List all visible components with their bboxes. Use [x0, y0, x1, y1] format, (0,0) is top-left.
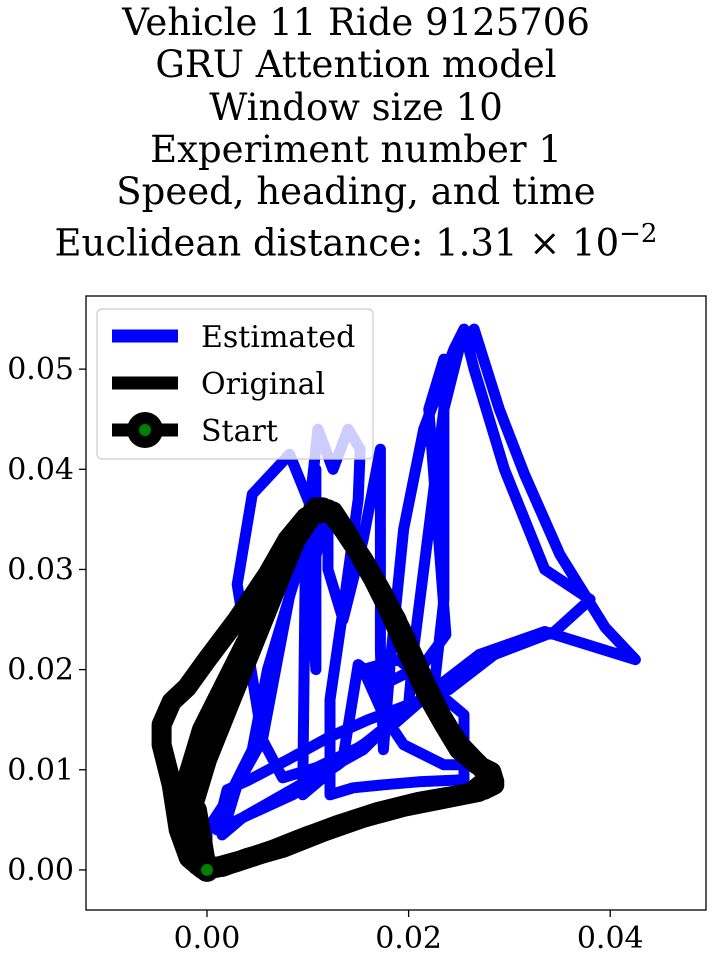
- axis-ticks: 0.00 0.02 0.04 0.00 0.01 0.02 0.03 0.04 0.05: [7, 352, 643, 956]
- distance-label: Euclidean distance:: [54, 221, 436, 265]
- legend-start-marker: [139, 424, 151, 436]
- legend: Estimated Original Start: [96, 308, 374, 460]
- distance-exponent: −2: [619, 219, 658, 250]
- legend-label-start: Start: [201, 414, 278, 449]
- x-tick-label: 0.02: [375, 921, 442, 956]
- times-sign: ×: [517, 221, 573, 265]
- y-tick-label: 0.00: [7, 853, 74, 888]
- legend-label-original: Original: [201, 367, 325, 402]
- series-layer: [151, 323, 641, 882]
- distance-base: 10: [572, 221, 620, 265]
- y-tick-label: 0.03: [7, 552, 74, 587]
- title-line-distance: Euclidean distance: 1.31 × 10−2: [0, 213, 712, 265]
- title-line-vehicle: Vehicle 11 Ride 9125706: [122, 1, 590, 44]
- plot-frame: [85, 295, 707, 911]
- title-line-model: GRU Attention model: [155, 43, 557, 87]
- y-tick-label: 0.01: [7, 753, 74, 788]
- title-line-window: Window size 10: [209, 85, 503, 129]
- start-marker: [200, 863, 213, 876]
- y-tick-label: 0.02: [7, 653, 74, 688]
- y-tick-label: 0.04: [7, 452, 74, 487]
- distance-mantissa: 1.31: [435, 221, 518, 265]
- chart-title: Vehicle 11 Ride 9125706 GRU Attention mo…: [0, 1, 712, 265]
- title-line-features: Speed, heading, and time: [116, 170, 596, 214]
- title-line-experiment: Experiment number 1: [150, 127, 562, 171]
- legend-box: [96, 308, 374, 460]
- legend-label-estimated: Estimated: [201, 320, 355, 355]
- x-tick-label: 0.04: [577, 921, 644, 956]
- series-line-original: [151, 497, 505, 880]
- x-tick-label: 0.00: [174, 921, 241, 956]
- y-tick-label: 0.05: [7, 352, 74, 387]
